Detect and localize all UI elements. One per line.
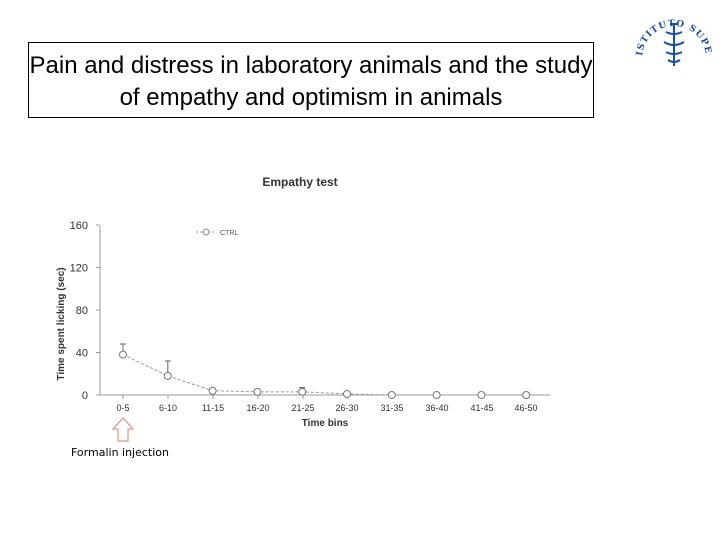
x-tick-label: 11-15 <box>202 403 224 413</box>
y-tick-label: 120 <box>70 263 88 275</box>
x-tick-label: 36-40 <box>425 403 448 413</box>
y-ticks: 0 40 80 120 160 <box>70 220 100 402</box>
x-tick-label: 31-35 <box>380 403 403 413</box>
x-ticks: 0-5 6-10 11-15 16-20 21-25 26-30 31-35 3… <box>116 395 538 413</box>
data-point <box>163 371 172 380</box>
x-tick-label: 41-45 <box>470 403 493 413</box>
formalin-injection-label: Formalin injection <box>71 446 170 459</box>
data-point <box>522 391 531 399</box>
legend-marker <box>202 228 210 236</box>
data-point <box>253 387 262 396</box>
formalin-arrow <box>111 417 135 442</box>
legend: CTRL <box>196 228 238 237</box>
series-ctrl <box>119 343 531 399</box>
x-axis-title: Time bins <box>302 418 349 429</box>
y-tick-label: 40 <box>76 348 88 360</box>
x-tick-label: 26-30 <box>335 403 358 413</box>
data-point <box>477 391 486 399</box>
x-tick-label: 46-50 <box>514 403 537 413</box>
data-point <box>208 386 217 395</box>
data-point <box>119 350 127 359</box>
series-line <box>122 354 527 396</box>
chart-title: Empathy test <box>262 175 337 189</box>
data-point <box>432 391 441 399</box>
y-tick-label: 160 <box>70 220 88 232</box>
legend-label: CTRL <box>220 230 238 237</box>
slide-title: Pain and distress in laboratory animals … <box>29 52 593 111</box>
x-tick-label: 0-5 <box>116 403 129 413</box>
data-point <box>343 389 351 398</box>
y-tick-label: 80 <box>76 305 88 317</box>
title-box <box>28 42 594 118</box>
x-tick-label: 21-25 <box>291 403 314 413</box>
x-tick-label: 16-20 <box>246 403 269 413</box>
data-point <box>387 391 396 399</box>
data-point <box>298 387 307 396</box>
y-axis-title: Time spent licking (sec) <box>56 267 67 380</box>
y-tick-label: 0 <box>82 390 88 402</box>
iss-logo: ISTITUTO SUPERIORE DI SANITA <box>628 0 712 66</box>
x-tick-label: 6-10 <box>159 403 177 413</box>
